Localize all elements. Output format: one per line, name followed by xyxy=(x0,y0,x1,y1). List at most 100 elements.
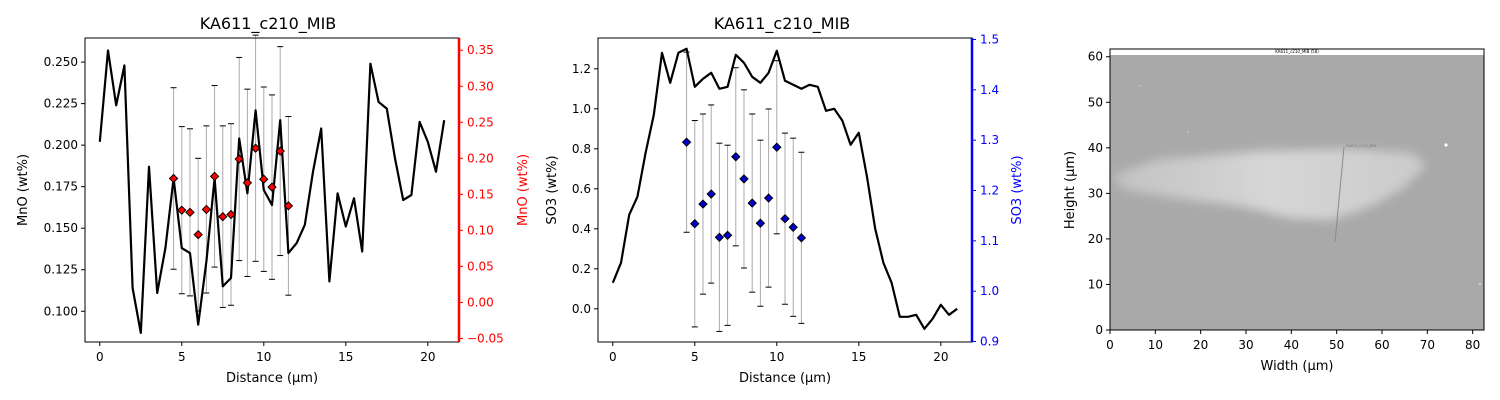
y2-tick-label-mno: 0.30 xyxy=(467,79,494,93)
panel-mno-y-label: MnO (wt%) xyxy=(16,154,31,226)
sem-speck xyxy=(1139,85,1141,87)
y-tick-label-mno: 0.250 xyxy=(44,55,78,69)
panel-so3-secondary-axis: 0.9 1.0 1.1 1.2 1.3 1.4 1.5 xyxy=(972,33,999,348)
data-point-so3 xyxy=(755,218,766,228)
y-tick-label-so3: 0.0 xyxy=(572,302,591,316)
y-tick-label-sem: 40 xyxy=(1088,141,1103,155)
panel-so3-y-axis: 0.0 0.2 0.4 0.6 0.8 1.0 1.2 xyxy=(572,62,598,316)
data-point-mno xyxy=(201,204,212,215)
data-point-so3 xyxy=(706,189,716,199)
y-tick-label-sem: 0 xyxy=(1095,323,1103,337)
y-tick-label-sem: 60 xyxy=(1088,50,1103,64)
x-tick-label-sem: 70 xyxy=(1420,338,1435,352)
y-tick-label-so3: 0.4 xyxy=(572,222,591,236)
x-tick-label-sem: 20 xyxy=(1193,338,1208,352)
data-point-so3 xyxy=(780,213,790,224)
y2-tick-label-so3: 1.3 xyxy=(980,133,999,147)
data-point-mno xyxy=(242,178,253,188)
y2-tick-label-mno: 0.35 xyxy=(467,43,494,57)
data-point-mno xyxy=(185,207,195,218)
panel-sem-frame xyxy=(1109,48,1485,331)
data-point-mno xyxy=(267,182,277,192)
panel-so3-plot-area xyxy=(611,47,958,332)
y-tick-label-mno: 0.175 xyxy=(44,180,78,194)
y-tick-label-sem: 50 xyxy=(1088,95,1103,109)
sem-transect-label: KA611_c210_MIB xyxy=(1346,144,1376,148)
sem-image-caption: KA611_c210_MIB (58) xyxy=(1275,49,1319,54)
panel-mno-title: KA611_c210_MIB xyxy=(200,14,337,34)
y-tick-label-so3: 0.8 xyxy=(572,142,591,156)
x-tick-label-sem: 30 xyxy=(1238,338,1253,352)
sem-transect-line xyxy=(1334,146,1345,243)
y-tick-label-so3: 1.2 xyxy=(572,62,591,76)
x-tick-label-sem: 60 xyxy=(1374,338,1389,352)
data-point-so3 xyxy=(714,232,725,243)
y2-tick-label-mno: 0.20 xyxy=(467,151,494,165)
y2-tick-label-mno: 0.10 xyxy=(467,223,494,237)
data-point-mno xyxy=(259,174,269,184)
data-point-so3 xyxy=(698,199,708,209)
data-point-so3 xyxy=(722,230,733,241)
y-tick-label-mno: 0.200 xyxy=(44,138,78,152)
data-point-mno xyxy=(275,146,285,156)
y2-tick-label-so3: 1.0 xyxy=(980,284,999,298)
y2-tick-label-mno: 0.00 xyxy=(467,295,494,309)
panel-sem-y-label: Height (µm) xyxy=(1063,151,1078,229)
panel-mno: KA611_c210_MIB 0 5 10 15 20 0.1000.1250.1500… xyxy=(16,14,531,386)
panel-mno-secondary-axis: −0.05 0.00 0.05 0.10 0.15 0.20 0.25 0.30 0.35 xyxy=(459,43,504,345)
x-tick-label-mno: 5 xyxy=(178,350,186,364)
y-tick-label-sem: 20 xyxy=(1088,232,1103,246)
x-tick-label-sem: 0 xyxy=(1106,338,1114,352)
panel-mno-x-axis: 0 5 10 15 20 xyxy=(96,342,435,364)
data-point-mno xyxy=(168,173,179,184)
x-tick-label-so3: 20 xyxy=(933,350,948,364)
y-tick-label-mno: 0.100 xyxy=(44,304,78,318)
data-point-mno xyxy=(209,171,220,182)
y2-tick-label-so3: 1.2 xyxy=(980,184,999,198)
sem-speck xyxy=(1478,282,1482,286)
data-line-mno xyxy=(98,49,446,334)
y-tick-label-mno: 0.225 xyxy=(44,97,78,111)
data-point-so3 xyxy=(796,233,807,243)
x-tick-label-sem: 80 xyxy=(1465,338,1480,352)
y2-tick-label-so3: 1.5 xyxy=(980,33,999,47)
sem-grain-region xyxy=(1112,149,1426,220)
y2-tick-label-so3: 1.4 xyxy=(980,83,999,97)
panel-so3-x-label: Distance (µm) xyxy=(739,371,831,386)
data-point-so3 xyxy=(739,174,749,184)
data-point-mno xyxy=(234,154,244,164)
data-point-so3 xyxy=(681,137,692,147)
data-point-so3 xyxy=(763,193,774,203)
x-tick-label-mno: 10 xyxy=(256,350,271,364)
panel-so3-y-label: SO3 (wt%) xyxy=(545,155,560,224)
x-tick-label-mno: 15 xyxy=(338,350,353,364)
y-tick-label-mno: 0.150 xyxy=(44,221,78,235)
x-tick-label-so3: 10 xyxy=(769,350,784,364)
y-tick-label-so3: 0.2 xyxy=(572,262,591,276)
panel-so3: KA611_c210_MIB 0 5 10 15 20 0.0 0.2 0.4 0.6 0.8 1… xyxy=(545,14,1025,386)
x-tick-label-sem: 40 xyxy=(1284,338,1299,352)
data-line-so3 xyxy=(611,47,958,330)
data-point-mno xyxy=(177,205,187,215)
data-point-so3 xyxy=(731,152,741,162)
panel-sem-y-axis: 0 10 20 30 40 50 60 xyxy=(1088,50,1110,337)
panel-so3-x-axis: 0 5 10 15 20 xyxy=(609,342,948,364)
sem-speck xyxy=(1187,131,1189,133)
y2-tick-label-mno: −0.05 xyxy=(467,331,504,345)
panel-sem-x-axis: 0 10 20 30 40 50 60 70 80 xyxy=(1106,330,1480,352)
y-tick-label-so3: 0.6 xyxy=(572,182,591,196)
sem-bright-speck xyxy=(1444,143,1448,147)
y2-tick-label-mno: 0.15 xyxy=(467,187,494,201)
data-point-so3 xyxy=(788,222,798,232)
x-tick-label-sem: 10 xyxy=(1148,338,1163,352)
panel-sem-x-label: Width (µm) xyxy=(1261,359,1334,374)
y2-tick-label-so3: 0.9 xyxy=(980,334,999,348)
y-tick-label-so3: 1.0 xyxy=(572,102,591,116)
x-tick-label-mno: 0 xyxy=(96,350,104,364)
panel-sem-image: KA611_c210_MIB KA611_c210_MIB (58) 0 10 20… xyxy=(1063,48,1485,374)
y-tick-label-mno: 0.125 xyxy=(44,263,78,277)
data-point-mno xyxy=(226,209,236,220)
panel-mno-y2-label: MnO (wt%) xyxy=(516,154,531,226)
panel-mno-plot-area xyxy=(98,34,446,334)
